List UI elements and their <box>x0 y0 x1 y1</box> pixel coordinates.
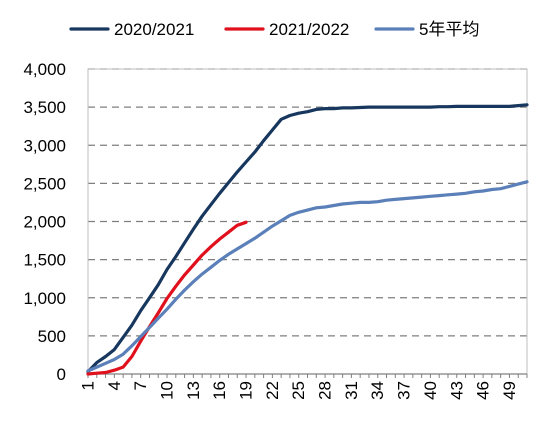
legend-label-2: 2021/2022 <box>269 20 349 39</box>
y-tick-label: 1,500 <box>23 251 66 270</box>
x-tick-label: 25 <box>289 381 308 400</box>
y-tick-label: 500 <box>38 327 66 346</box>
legend-label-1: 2020/2021 <box>114 20 194 39</box>
y-tick-label: 3,000 <box>23 136 66 155</box>
x-tick-label: 28 <box>316 381 335 400</box>
x-tick-label: 10 <box>158 381 177 400</box>
x-tick-label: 34 <box>368 381 387 400</box>
series-line-2 <box>86 220 248 376</box>
x-axis-ticks: 1 4 7 10 13 16 19 22 25 28 31 34 37 40 43 46 49 <box>79 381 519 400</box>
series-line-1 <box>86 103 529 374</box>
x-tick-label: 4 <box>105 381 124 390</box>
grid-lines <box>88 68 527 337</box>
series-lines <box>86 103 529 376</box>
x-tick-label: 19 <box>237 381 256 400</box>
axes <box>87 68 528 378</box>
y-tick-label: 2,500 <box>23 174 66 193</box>
series-line-3 <box>86 180 529 373</box>
x-tick-label: 16 <box>210 381 229 400</box>
legend-label-3: 5年平均 <box>419 20 479 39</box>
x-tick-label: 49 <box>500 381 519 400</box>
legend: 2020/2021 2021/2022 5年平均 <box>69 20 479 39</box>
x-tick-label: 40 <box>421 381 440 400</box>
x-tick-label: 46 <box>474 381 493 400</box>
x-tick-label: 43 <box>447 381 466 400</box>
y-tick-label: 1,000 <box>23 289 66 308</box>
x-tick-label: 13 <box>184 381 203 400</box>
y-tick-label: 0 <box>57 365 66 384</box>
x-tick-label: 7 <box>131 381 150 390</box>
y-tick-label: 4,000 <box>23 60 66 79</box>
x-tick-label: 37 <box>395 381 414 400</box>
x-tick-label: 22 <box>263 381 282 400</box>
x-tick-label: 31 <box>342 381 361 400</box>
y-tick-label: 3,500 <box>23 98 66 117</box>
y-tick-label: 2,000 <box>23 213 66 232</box>
y-axis-ticks: 0 500 1,000 1,500 2,000 2,500 3,000 3,500 4,000 <box>23 60 66 384</box>
x-tick-label: 1 <box>79 381 98 390</box>
